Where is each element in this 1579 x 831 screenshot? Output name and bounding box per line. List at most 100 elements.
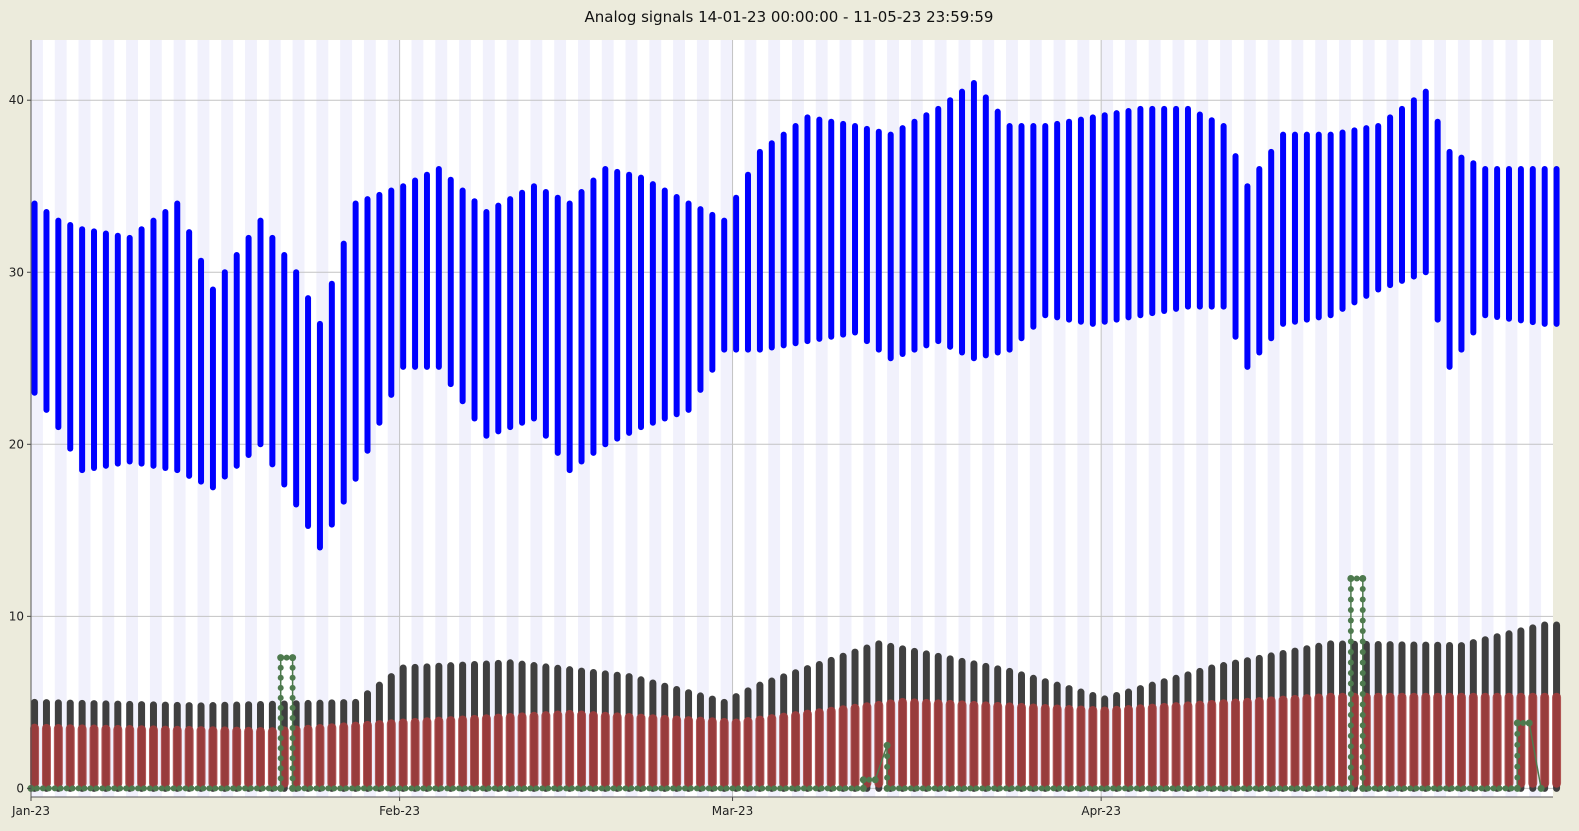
series-4-point xyxy=(408,785,415,792)
day-stripe xyxy=(1291,40,1304,797)
series-4-point xyxy=(1121,785,1128,792)
series-4-point xyxy=(806,785,813,792)
series-4-point xyxy=(1133,785,1140,792)
series-4-point xyxy=(402,785,409,792)
x-tick-label: Jan-23 xyxy=(11,804,50,818)
series-4-point xyxy=(610,785,617,792)
series-4-point xyxy=(1347,701,1354,708)
day-stripe xyxy=(744,40,757,797)
series-4-point xyxy=(289,714,296,721)
day-stripe xyxy=(1077,40,1090,797)
series-4-point xyxy=(1312,785,1319,792)
series-4-point xyxy=(1056,785,1063,792)
series-4-point xyxy=(616,785,623,792)
series-4-point xyxy=(1324,785,1331,792)
day-stripe xyxy=(1529,40,1542,797)
series-4-point xyxy=(218,785,225,792)
series-4-point xyxy=(1092,785,1099,792)
series-4-point xyxy=(723,785,730,792)
series-4-point xyxy=(1193,785,1200,792)
series-4-point xyxy=(1514,730,1521,737)
series-4-point xyxy=(295,785,302,792)
series-4-point xyxy=(812,785,819,792)
series-4-point xyxy=(1437,785,1444,792)
series-4-point xyxy=(289,674,296,681)
series-4-point xyxy=(539,785,546,792)
series-4-point xyxy=(1514,763,1521,770)
series-4-point xyxy=(1347,764,1354,771)
series-4-point xyxy=(1347,784,1355,792)
series-4-point xyxy=(123,785,130,792)
series-4-point xyxy=(1359,680,1366,687)
series-4-point xyxy=(949,785,956,792)
series-4-point xyxy=(1425,785,1432,792)
series-4-point xyxy=(1478,785,1485,792)
series-4-point xyxy=(670,785,677,792)
series-4-point xyxy=(1115,785,1122,792)
series-4-point xyxy=(289,725,296,732)
series-4-point xyxy=(503,785,510,792)
day-stripe xyxy=(1457,40,1470,797)
series-4-point xyxy=(569,785,576,792)
series-4-point xyxy=(836,785,843,792)
series-4-point xyxy=(693,785,700,792)
series-4-point xyxy=(1038,785,1045,792)
series-4-point xyxy=(1347,669,1354,676)
series-4-point xyxy=(87,785,94,792)
series-4-point xyxy=(789,785,795,792)
series-4-point xyxy=(563,785,570,792)
series-4-point xyxy=(866,776,873,783)
series-4-point xyxy=(1347,732,1354,739)
series-4-point xyxy=(1502,785,1509,792)
series-4-point xyxy=(1359,617,1366,624)
series-4-point xyxy=(1062,785,1069,792)
series-4-point xyxy=(289,704,296,711)
day-stripe xyxy=(1172,40,1185,797)
y-tick-label: 10 xyxy=(9,609,24,623)
series-4-point xyxy=(777,785,784,792)
series-4-point xyxy=(277,664,284,671)
series-4-point xyxy=(783,785,790,792)
series-4-point xyxy=(1347,774,1354,781)
series-4-point xyxy=(1199,785,1206,792)
series-4-point xyxy=(985,785,992,792)
series-4-point xyxy=(551,785,558,792)
series-4-point xyxy=(57,785,64,792)
series-4-point xyxy=(1454,785,1461,792)
series-4-point xyxy=(1252,785,1259,792)
series-4-point xyxy=(1086,785,1093,792)
x-tick-label: Feb-23 xyxy=(379,804,420,818)
day-stripe xyxy=(387,40,400,797)
series-4-point xyxy=(485,785,492,792)
series-4-point xyxy=(890,785,897,792)
series-4-point xyxy=(705,785,712,792)
series-4-point xyxy=(81,785,88,792)
series-4-point xyxy=(1294,785,1301,792)
series-4-point xyxy=(1347,722,1354,729)
series-4-point xyxy=(1014,785,1021,792)
series-4-point xyxy=(1341,785,1348,792)
series-4-point xyxy=(1371,785,1378,792)
series-4-point xyxy=(907,785,914,792)
series-4-point xyxy=(1008,785,1015,792)
day-stripe xyxy=(31,40,43,797)
series-4-point xyxy=(140,785,147,792)
series-4-point xyxy=(372,785,379,792)
series-4-point xyxy=(1520,720,1527,727)
series-4-point xyxy=(1460,785,1467,792)
series-4-point xyxy=(943,785,950,792)
series-4-point xyxy=(396,785,403,792)
series-4-point xyxy=(1044,785,1051,792)
day-stripe xyxy=(792,40,804,797)
series-4-point xyxy=(230,785,237,792)
day-stripe xyxy=(863,40,876,797)
series-4-point xyxy=(1228,785,1235,792)
day-stripe xyxy=(1243,40,1256,797)
series-4-point xyxy=(967,785,974,792)
y-tick-label: 0 xyxy=(16,781,24,795)
series-4-point xyxy=(1347,648,1354,655)
day-stripe xyxy=(768,40,781,797)
day-stripe xyxy=(411,40,424,797)
series-4-point xyxy=(473,785,480,792)
